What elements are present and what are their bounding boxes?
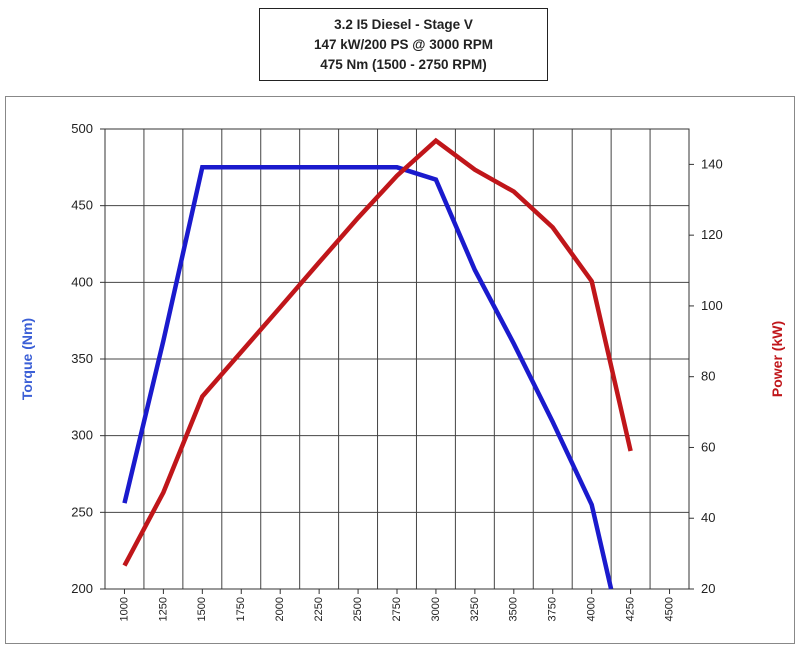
x-tick-label: 3000 <box>430 597 442 621</box>
y-left-tick-label: 200 <box>71 581 93 596</box>
y-left-tick-label: 450 <box>71 198 93 213</box>
x-tick-label: 1750 <box>235 597 247 621</box>
y-right-tick-label: 80 <box>701 369 715 384</box>
chart-frame <box>5 96 795 644</box>
x-tick-label: 3750 <box>547 597 559 621</box>
x-tick-label: 2250 <box>313 597 325 621</box>
y-left-tick-label: 350 <box>71 351 93 366</box>
y-right-tick-label: 20 <box>701 581 715 596</box>
y-left-tick-label: 400 <box>71 274 93 289</box>
chart-title-line-3: 475 Nm (1500 - 2750 RPM) <box>320 56 487 72</box>
x-tick-label: 4500 <box>663 597 675 621</box>
x-tick-label: 3250 <box>469 597 481 621</box>
y-right-tick-label: 100 <box>701 298 723 313</box>
y-right-tick-label: 60 <box>701 439 715 454</box>
x-tick-label: 3500 <box>508 597 520 621</box>
y-left-axis-title: Torque (Nm) <box>19 318 35 400</box>
y-right-tick-label: 140 <box>701 156 723 171</box>
x-tick-label: 4250 <box>625 597 637 621</box>
y-left-tick-label: 300 <box>71 428 93 443</box>
chart-title-line-1: 3.2 I5 Diesel - Stage V <box>334 16 473 32</box>
torque-series-line <box>122 165 614 590</box>
y-left-tick-label: 500 <box>71 121 93 136</box>
y-left-tick-label: 250 <box>71 504 93 519</box>
x-tick-label: 4000 <box>586 597 598 621</box>
chart-title-box: 3.2 I5 Diesel - Stage V 147 kW/200 PS @ … <box>259 8 548 81</box>
x-tick-label: 1250 <box>157 597 169 621</box>
chart-title-line-2: 147 kW/200 PS @ 3000 RPM <box>313 36 493 52</box>
y-right-tick-label: 40 <box>701 510 715 525</box>
y-right-tick-label: 120 <box>701 227 723 242</box>
x-tick-label: 2500 <box>352 597 364 621</box>
x-tick-label: 2750 <box>391 597 403 621</box>
x-tick-label: 1000 <box>118 597 130 621</box>
y-right-axis-title: Power (kW) <box>769 321 785 397</box>
x-tick-label: 1500 <box>196 597 208 621</box>
power-series-line <box>122 137 633 567</box>
x-tick-label: 2000 <box>274 597 286 621</box>
